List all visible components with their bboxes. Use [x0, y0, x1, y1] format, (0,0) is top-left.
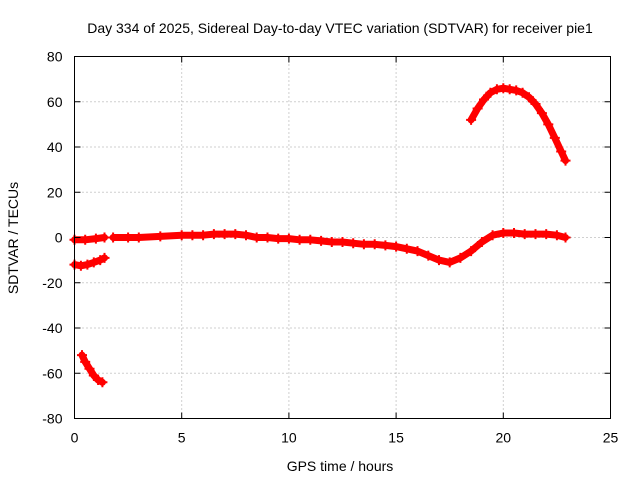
x-tick-label: 10 — [281, 430, 297, 446]
data-point-marker — [485, 87, 496, 98]
data-point-marker — [337, 237, 348, 247]
y-tick-label: -80 — [42, 411, 62, 427]
y-tick-label: -60 — [42, 365, 62, 381]
data-point-marker — [491, 84, 502, 95]
data-point-marker — [155, 231, 166, 242]
data-point-marker — [326, 237, 337, 247]
y-tick-label: 40 — [47, 139, 63, 155]
series-track-main — [108, 228, 571, 268]
data-point-marker — [504, 84, 515, 95]
data-point-marker — [412, 246, 423, 257]
data-point-marker — [251, 232, 262, 243]
x-tick-label: 15 — [388, 430, 404, 446]
data-point-marker — [262, 232, 273, 243]
data-point-marker — [88, 257, 99, 268]
data-point-marker — [369, 239, 380, 250]
data-point-marker — [466, 246, 477, 257]
data-point-marker — [273, 233, 284, 244]
data-point-marker — [358, 239, 369, 250]
x-tick-label: 20 — [496, 430, 512, 446]
data-point-marker — [187, 230, 198, 241]
y-tick-label: 20 — [47, 184, 63, 200]
data-point-marker — [208, 229, 219, 240]
data-point-marker — [549, 132, 560, 143]
x-axis-label: GPS time / hours — [287, 458, 394, 474]
data-point-marker — [498, 228, 509, 238]
data-point-marker — [391, 241, 402, 252]
series-line — [467, 84, 569, 165]
y-tick-label: 60 — [47, 94, 63, 110]
series-track-negative — [77, 350, 108, 388]
data-point-marker — [198, 230, 209, 241]
data-point-marker — [99, 232, 110, 243]
data-point-marker — [517, 87, 528, 98]
data-point-marker — [560, 232, 571, 243]
data-point-marker — [556, 146, 567, 157]
data-point-marker — [380, 240, 391, 251]
data-point-marker — [551, 230, 562, 241]
data-point-marker — [434, 255, 444, 266]
data-point-marker — [401, 243, 412, 254]
data-point-marker — [80, 234, 91, 245]
data-point-marker — [541, 229, 552, 240]
data-point-marker — [487, 230, 498, 241]
y-tick-label: 80 — [47, 49, 63, 65]
data-point-marker — [133, 232, 144, 243]
data-point-marker — [536, 108, 547, 119]
data-point-marker — [498, 83, 509, 94]
data-point-marker — [219, 229, 230, 240]
series-track-arc — [466, 83, 571, 166]
y-tick-label: -20 — [42, 275, 62, 291]
data-point-marker — [77, 350, 87, 361]
data-point-marker — [75, 260, 86, 271]
data-point-marker — [82, 259, 93, 270]
x-tick-label: 0 — [71, 430, 79, 446]
data-point-marker — [283, 233, 294, 244]
data-point-marker — [423, 250, 434, 261]
data-point-marker — [305, 234, 316, 245]
data-point-marker — [524, 92, 534, 103]
data-point-marker — [97, 377, 108, 388]
data-series — [69, 83, 571, 388]
data-point-marker — [90, 233, 101, 244]
data-point-marker — [530, 99, 541, 109]
x-tick-label: 5 — [178, 430, 186, 446]
plot-frame — [74, 56, 611, 419]
y-tick-label: 0 — [55, 230, 63, 246]
x-tick-label: 25 — [603, 430, 619, 446]
data-point-marker — [84, 363, 95, 374]
data-point-marker — [543, 119, 554, 130]
data-point-marker — [294, 234, 305, 245]
data-point-marker — [530, 229, 541, 240]
data-point-marker — [511, 85, 522, 96]
data-point-marker — [123, 232, 134, 243]
data-point-marker — [509, 228, 519, 238]
data-point-marker — [472, 103, 483, 114]
data-point-marker — [444, 257, 455, 268]
data-point-marker — [560, 155, 571, 166]
data-point-marker — [230, 229, 241, 240]
data-point-marker — [99, 252, 110, 263]
axis-ticks: 0 5 10 15 20 25 -80 -60 -40 -20 0 20 40 60 80 — [42, 49, 618, 446]
y-tick-label: -40 — [42, 320, 62, 336]
data-point-marker — [348, 238, 359, 249]
data-point-marker — [455, 252, 466, 263]
y-axis-label: SDTVAR / TECUs — [5, 182, 21, 294]
data-point-marker — [108, 232, 119, 243]
chart-title: Day 334 of 2025, Sidereal Day-to-day VTE… — [87, 20, 593, 36]
data-point-marker — [241, 230, 251, 241]
data-point-marker — [316, 235, 327, 246]
data-point-marker — [479, 94, 489, 105]
data-point-marker — [519, 229, 530, 240]
data-point-marker — [176, 230, 187, 241]
data-point-marker — [466, 114, 477, 125]
data-point-marker — [80, 356, 91, 367]
data-point-marker — [476, 237, 487, 247]
